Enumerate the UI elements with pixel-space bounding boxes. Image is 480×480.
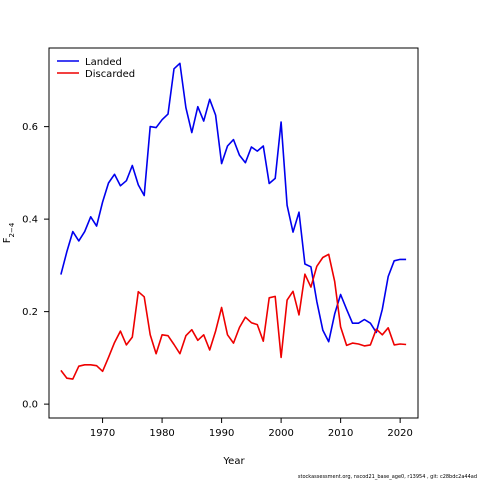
y-axis-title: F2−4 <box>2 222 16 243</box>
series-line-landed <box>60 62 407 343</box>
legend-label-discarded: Discarded <box>85 69 135 80</box>
x-tick-label: 2020 <box>387 428 412 439</box>
plot-frame <box>48 47 419 419</box>
y-axis: 0.0 0.2 0.4 0.6 <box>22 122 49 411</box>
x-tick-label: 2010 <box>328 428 353 439</box>
x-tick-label: 1970 <box>90 428 115 439</box>
footer-text: stockassessment.org, nscod21_base_age0, … <box>298 474 477 480</box>
y-tick-label: 0.4 <box>22 215 38 226</box>
y-tick-label: 0.6 <box>22 122 38 133</box>
x-axis-title: Year <box>222 456 245 467</box>
legend: Landed Discarded <box>57 57 135 80</box>
x-axis: 1970 1980 1990 2000 2010 2020 <box>90 418 413 439</box>
legend-label-landed: Landed <box>85 57 122 68</box>
y-tick-label: 0.0 <box>22 400 38 411</box>
x-tick-label: 1980 <box>149 428 174 439</box>
lines <box>60 62 407 380</box>
x-tick-label: 2000 <box>268 428 293 439</box>
y-tick-label: 0.2 <box>22 307 38 318</box>
series-line-discarded <box>60 253 407 380</box>
x-tick-label: 1990 <box>209 428 234 439</box>
